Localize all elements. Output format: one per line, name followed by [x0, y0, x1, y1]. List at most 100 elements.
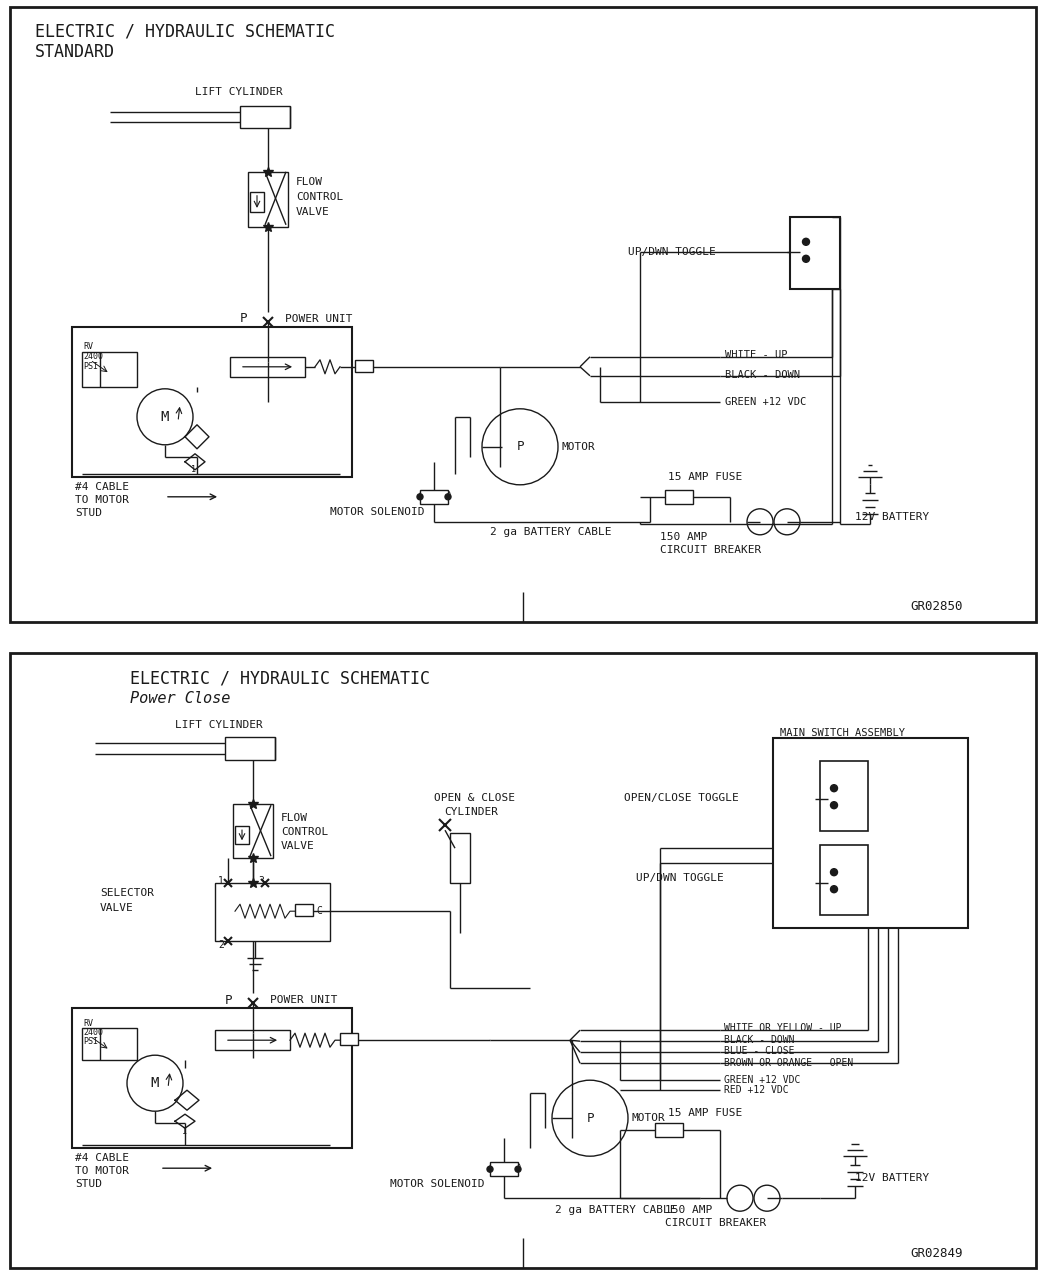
Text: CONTROL: CONTROL — [296, 192, 343, 202]
Circle shape — [482, 408, 558, 485]
Bar — [82, 352, 137, 387]
Text: VALVE: VALVE — [281, 841, 315, 851]
Text: SELECTOR: SELECTOR — [100, 888, 154, 899]
Text: WHITE OR YELLOW - UP: WHITE OR YELLOW - UP — [724, 1023, 841, 1033]
Circle shape — [831, 869, 838, 876]
Bar — [828, 852, 860, 910]
Bar — [240, 106, 290, 128]
Text: PSI: PSI — [83, 362, 98, 371]
Text: 2: 2 — [218, 941, 224, 950]
Text: STUD: STUD — [75, 1179, 103, 1189]
Text: 12V BATTERY: 12V BATTERY — [855, 1174, 929, 1183]
Text: 2400: 2400 — [83, 1028, 103, 1037]
Text: 3: 3 — [258, 877, 264, 886]
Text: M: M — [161, 410, 169, 424]
Text: LIFT CYLINDER: LIFT CYLINDER — [175, 721, 263, 730]
Bar — [355, 360, 373, 371]
Text: MOTOR SOLENOID: MOTOR SOLENOID — [390, 1179, 484, 1189]
Bar — [72, 1009, 353, 1148]
Circle shape — [802, 238, 810, 246]
Circle shape — [831, 801, 838, 809]
Text: ELECTRIC / HYDRAULIC SCHEMATIC: ELECTRIC / HYDRAULIC SCHEMATIC — [35, 23, 335, 41]
Circle shape — [831, 886, 838, 892]
Text: 12V BATTERY: 12V BATTERY — [855, 512, 929, 522]
Text: BLACK - DOWN: BLACK - DOWN — [724, 1036, 795, 1046]
Bar — [420, 490, 448, 504]
Bar — [450, 833, 470, 883]
Text: 1: 1 — [182, 1126, 187, 1135]
Text: FLOW: FLOW — [281, 813, 308, 823]
Circle shape — [747, 508, 773, 535]
Text: #4 CABLE: #4 CABLE — [75, 481, 129, 492]
Text: 2 ga BATTERY CABLE: 2 ga BATTERY CABLE — [555, 1206, 677, 1215]
Circle shape — [417, 494, 423, 499]
Text: 2400: 2400 — [83, 352, 103, 361]
Text: UP/DWN TOGGLE: UP/DWN TOGGLE — [628, 247, 715, 257]
Text: ELECTRIC / HYDRAULIC SCHEMATIC: ELECTRIC / HYDRAULIC SCHEMATIC — [130, 669, 430, 687]
Text: 15 AMP FUSE: 15 AMP FUSE — [668, 472, 743, 481]
Text: MOTOR SOLENOID: MOTOR SOLENOID — [329, 507, 425, 517]
Bar — [230, 357, 305, 376]
Bar — [340, 1033, 358, 1046]
Bar — [655, 1124, 683, 1137]
Text: WHITE - UP: WHITE - UP — [725, 349, 788, 360]
Text: GR02850: GR02850 — [910, 600, 962, 613]
Text: OPEN & CLOSE: OPEN & CLOSE — [434, 794, 515, 804]
Text: CIRCUIT BREAKER: CIRCUIT BREAKER — [665, 1219, 767, 1229]
Circle shape — [831, 785, 838, 792]
Text: GREEN +12 VDC: GREEN +12 VDC — [725, 397, 806, 407]
Bar — [215, 883, 329, 941]
Text: VALVE: VALVE — [100, 904, 134, 913]
Text: P: P — [225, 993, 232, 1006]
Circle shape — [445, 494, 451, 499]
Text: P: P — [517, 440, 524, 453]
Text: 1: 1 — [191, 466, 196, 475]
Circle shape — [137, 389, 194, 445]
Text: 150 AMP: 150 AMP — [665, 1206, 712, 1215]
Text: BLACK - DOWN: BLACK - DOWN — [725, 370, 800, 380]
Text: Power Close: Power Close — [130, 691, 230, 705]
Text: P: P — [586, 1112, 594, 1125]
Text: CONTROL: CONTROL — [281, 827, 328, 837]
Text: MAIN SWITCH ASSEMBLY: MAIN SWITCH ASSEMBLY — [780, 728, 905, 739]
Text: RV: RV — [83, 1019, 93, 1028]
Circle shape — [774, 508, 800, 535]
Text: MOTOR: MOTOR — [562, 442, 596, 452]
Circle shape — [515, 1166, 521, 1172]
Text: M: M — [151, 1076, 159, 1091]
Text: TO MOTOR: TO MOTOR — [75, 495, 129, 504]
Text: RED +12 VDC: RED +12 VDC — [724, 1085, 789, 1096]
Circle shape — [802, 255, 810, 262]
Circle shape — [727, 1185, 753, 1211]
Bar — [225, 737, 275, 760]
Circle shape — [487, 1166, 493, 1172]
Bar — [215, 1030, 290, 1050]
Bar — [828, 768, 860, 826]
Text: CYLINDER: CYLINDER — [444, 808, 498, 817]
Text: GREEN +12 VDC: GREEN +12 VDC — [724, 1075, 800, 1085]
Circle shape — [552, 1080, 628, 1156]
Bar — [250, 192, 264, 211]
Bar — [820, 762, 868, 831]
Circle shape — [127, 1055, 183, 1111]
Circle shape — [754, 1185, 780, 1211]
Bar — [72, 326, 353, 477]
Bar — [295, 904, 313, 916]
Bar — [233, 804, 273, 858]
Bar — [235, 826, 249, 845]
Bar — [665, 490, 693, 504]
Text: POWER UNIT: POWER UNIT — [270, 996, 338, 1005]
Text: GR02849: GR02849 — [910, 1247, 962, 1260]
Text: VALVE: VALVE — [296, 207, 329, 216]
Text: P: P — [240, 312, 248, 325]
Bar — [248, 172, 288, 227]
Text: MOTOR: MOTOR — [632, 1114, 665, 1124]
Text: OPEN/CLOSE TOGGLE: OPEN/CLOSE TOGGLE — [624, 794, 738, 804]
Text: PSI: PSI — [83, 1037, 98, 1046]
Text: STANDARD: STANDARD — [35, 42, 115, 61]
Text: RV: RV — [83, 342, 93, 351]
Bar — [790, 216, 840, 289]
Bar — [773, 739, 968, 928]
Text: STUD: STUD — [75, 508, 103, 518]
Text: C: C — [316, 906, 322, 916]
